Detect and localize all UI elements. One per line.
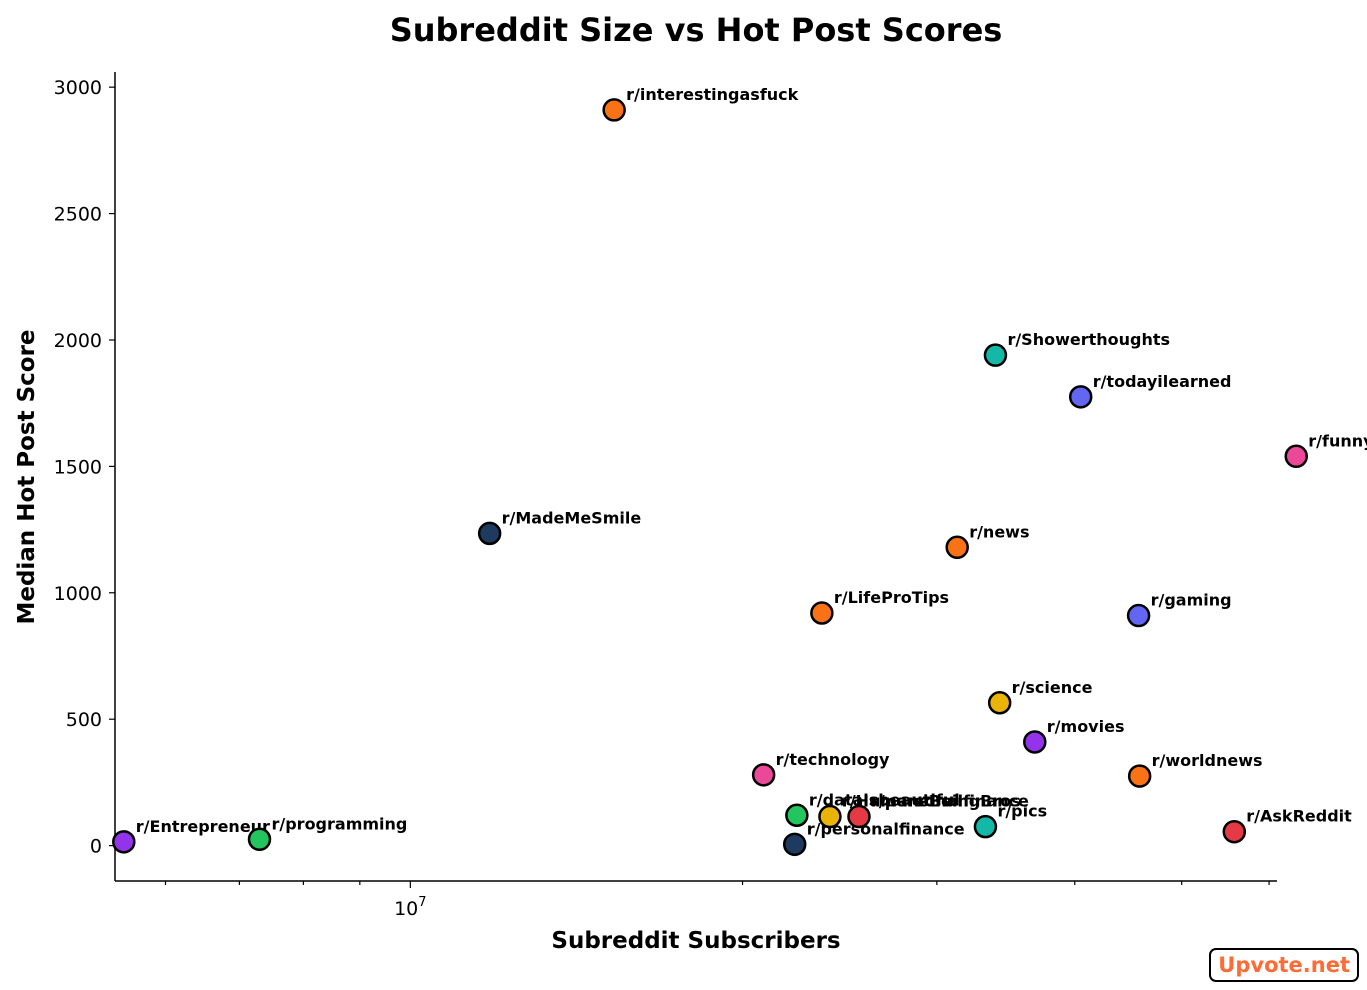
data-point	[973, 814, 998, 839]
y-tick-label: 3000	[54, 77, 102, 99]
data-point	[785, 803, 809, 828]
data-point	[751, 763, 776, 787]
y-tick-label: 500	[66, 709, 102, 731]
point-label: r/Showerthoughts	[1007, 330, 1170, 349]
data-point	[847, 804, 871, 829]
data-point	[1126, 603, 1151, 628]
data-point	[987, 691, 1012, 715]
point-label: r/interestingasfuck	[626, 85, 799, 104]
point-label: r/pics	[997, 802, 1047, 821]
y-tick-label: 1000	[54, 583, 102, 605]
point-label: r/todayilearned	[1093, 372, 1232, 391]
data-point	[602, 98, 626, 122]
y-axis-label: Median Hot Post Score	[14, 329, 40, 624]
point-label: r/gaming	[1151, 591, 1232, 610]
data-point	[945, 535, 969, 560]
point-label: r/funny	[1308, 431, 1367, 450]
axes: 0 500 1000 1500 2000 2500 3000 107	[54, 72, 1277, 920]
x-tick-label: 107	[394, 895, 426, 920]
y-tick-label: 1500	[54, 456, 102, 478]
point-label: r/programming	[271, 814, 407, 833]
data-points: r/interestingasfuck r/Showerthoughts r/tod…	[112, 85, 1367, 857]
data-point	[782, 832, 807, 857]
data-point	[112, 830, 136, 854]
x-axis-label: Subreddit Subscribers	[551, 928, 840, 954]
data-point	[477, 521, 502, 546]
data-point	[983, 343, 1008, 367]
data-point	[818, 804, 842, 829]
y-tick-label: 2500	[54, 204, 102, 226]
point-label: r/dataisbeautiful	[809, 790, 960, 809]
watermark-badge: Upvote.net	[1209, 948, 1359, 982]
data-point	[1068, 385, 1093, 409]
point-label: r/worldnews	[1152, 751, 1263, 770]
data-point	[1222, 819, 1247, 844]
chart-title: Subreddit Size vs Hot Post Scores	[390, 11, 1003, 49]
point-label: r/personalfinance	[871, 792, 1029, 811]
point-label: r/MadeMeSmile	[502, 508, 642, 527]
point-label: r/personalfinance	[807, 819, 965, 838]
data-point	[810, 601, 834, 625]
point-label: r/news	[969, 522, 1029, 541]
point-label: r/technology	[776, 750, 890, 769]
point-label: r/science	[1012, 678, 1093, 697]
data-point	[247, 827, 272, 852]
point-label: r/Entrepreneur	[136, 817, 270, 836]
point-label: r/AskReddit	[1246, 807, 1352, 826]
data-point	[1284, 444, 1309, 469]
point-label: r/LifeProTips	[834, 588, 949, 607]
data-point	[1127, 764, 1152, 788]
y-tick-label: 0	[90, 836, 102, 858]
point-label: r/HumansBeingBros	[842, 792, 1021, 811]
point-label: r/movies	[1047, 717, 1125, 736]
y-tick-label: 2000	[54, 330, 102, 352]
data-point	[1023, 730, 1047, 754]
